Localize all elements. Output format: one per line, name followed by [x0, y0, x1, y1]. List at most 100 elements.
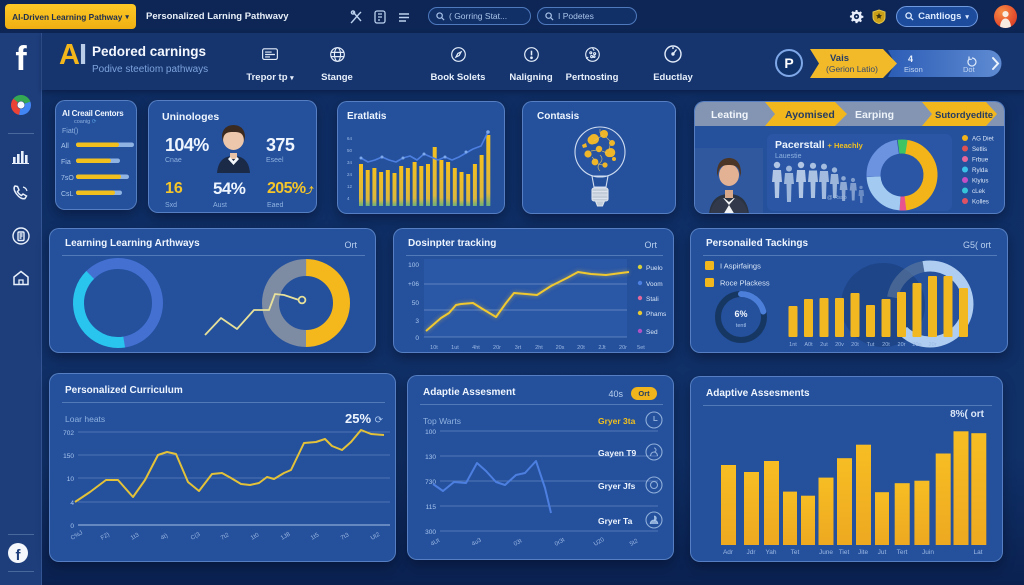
- svg-text:CsL: CsL: [61, 191, 74, 198]
- svg-text:3rt: 3rt: [515, 345, 522, 351]
- svg-text:@ Rssb: @ Rssb: [827, 195, 847, 201]
- svg-text:1J8: 1J8: [280, 531, 292, 541]
- svg-text:702: 702: [63, 430, 74, 437]
- svg-text:20t: 20t: [577, 345, 585, 351]
- svg-text:64: 64: [347, 136, 353, 141]
- svg-text:Frbue: Frbue: [972, 157, 989, 164]
- svg-text:Adr: Adr: [723, 549, 734, 556]
- svg-text:10t: 10t: [430, 345, 438, 351]
- svg-text:20r: 20r: [929, 342, 937, 348]
- svg-text:150: 150: [63, 453, 74, 460]
- svg-text:3: 3: [415, 318, 419, 325]
- svg-text:100: 100: [425, 429, 436, 436]
- svg-text:5et: 5et: [637, 345, 645, 351]
- svg-text:Sed: Sed: [646, 329, 658, 336]
- svg-text:0: 0: [70, 523, 74, 530]
- svg-text:Lat: Lat: [973, 549, 982, 556]
- svg-text:C(3: C(3: [190, 531, 202, 541]
- svg-text:03t: 03t: [513, 538, 524, 548]
- svg-text:Tiet: Tiet: [839, 549, 850, 556]
- svg-text:50: 50: [412, 300, 420, 307]
- svg-text:4t): 4t): [160, 533, 169, 542]
- svg-text:6%: 6%: [734, 309, 747, 319]
- svg-text:Tet: Tet: [791, 549, 800, 556]
- svg-text:Voom: Voom: [646, 281, 663, 288]
- svg-text:Stali: Stali: [646, 296, 659, 303]
- svg-text:Yah: Yah: [765, 549, 776, 556]
- svg-text:7t3: 7t3: [340, 532, 351, 542]
- svg-text:1t5: 1t5: [310, 532, 321, 542]
- svg-text:cLek: cLek: [972, 188, 986, 195]
- svg-text:Dot: Dot: [963, 65, 976, 74]
- svg-text:1t3: 1t3: [130, 532, 141, 542]
- svg-text:Earping: Earping: [855, 109, 894, 121]
- svg-text:Gryer Ta: Gryer Ta: [598, 516, 633, 526]
- svg-text:Jut: Jut: [878, 549, 887, 556]
- svg-text:2ht: 2ht: [535, 345, 543, 351]
- svg-text:1ut: 1ut: [451, 345, 459, 351]
- svg-text:Puelo: Puelo: [646, 265, 663, 272]
- svg-text:130: 130: [425, 454, 436, 461]
- svg-text:F2): F2): [100, 532, 111, 542]
- svg-text:4u3: 4u3: [471, 537, 483, 548]
- svg-text:Phams: Phams: [646, 311, 667, 318]
- svg-text:Setlis: Setlis: [972, 146, 987, 153]
- svg-text:20v: 20v: [835, 342, 844, 348]
- svg-text:0: 0: [415, 335, 419, 342]
- svg-text:Ut2: Ut2: [370, 532, 382, 542]
- svg-text:I Aspirfaings: I Aspirfaings: [720, 262, 761, 271]
- svg-text:tentl: tentl: [736, 323, 746, 329]
- svg-text:Tert: Tert: [897, 549, 908, 556]
- svg-text:Fia: Fia: [61, 159, 71, 166]
- svg-text:+06: +06: [408, 281, 419, 288]
- svg-text:Kolles: Kolles: [972, 199, 989, 206]
- svg-text:Sutordyedite: Sutordyedite: [935, 110, 993, 121]
- svg-text:7sO: 7sO: [61, 175, 74, 182]
- svg-text:June: June: [819, 549, 833, 556]
- svg-text:All: All: [61, 143, 69, 150]
- svg-text:Jdr: Jdr: [746, 549, 756, 556]
- svg-text:34: 34: [347, 160, 353, 165]
- svg-text:24: 24: [347, 172, 353, 177]
- svg-text:4: 4: [70, 500, 74, 507]
- svg-text:Eison: Eison: [904, 65, 923, 74]
- svg-text:7t2: 7t2: [220, 532, 231, 542]
- svg-text:U20: U20: [593, 537, 606, 548]
- svg-text:Ayomised: Ayomised: [785, 109, 835, 121]
- svg-text:Tut: Tut: [867, 342, 875, 348]
- svg-text:300: 300: [425, 529, 436, 536]
- svg-text:2ut: 2ut: [820, 342, 828, 348]
- svg-text:730: 730: [425, 479, 436, 486]
- svg-text:A0t: A0t: [804, 342, 813, 348]
- svg-text:12: 12: [347, 184, 353, 189]
- svg-text:20r: 20r: [619, 345, 627, 351]
- svg-text:Gryer Jfs: Gryer Jfs: [598, 481, 636, 491]
- svg-text:20r: 20r: [898, 342, 906, 348]
- svg-text:1nt: 1nt: [789, 342, 797, 348]
- svg-text:1t0: 1t0: [250, 532, 261, 542]
- svg-text:20t: 20t: [851, 342, 859, 348]
- svg-text:AG Diet: AG Diet: [972, 136, 994, 143]
- svg-text:2Jt: 2Jt: [598, 345, 606, 351]
- svg-text:Gryer 3ta: Gryer 3ta: [598, 416, 636, 426]
- svg-text:Vais: Vais: [830, 53, 849, 64]
- svg-text:(Gerion Latio): (Gerion Latio): [826, 64, 878, 74]
- svg-text:20t: 20t: [882, 342, 890, 348]
- svg-text:100: 100: [408, 262, 419, 269]
- svg-text:Juin: Juin: [922, 549, 934, 556]
- svg-text:4: 4: [908, 54, 913, 64]
- svg-text:20r: 20r: [493, 345, 501, 351]
- svg-text:Roce Plackess: Roce Plackess: [720, 279, 770, 288]
- svg-text:Gayen T9: Gayen T9: [598, 448, 637, 458]
- svg-text:20o: 20o: [912, 342, 921, 348]
- svg-text:50: 50: [347, 148, 353, 153]
- svg-text:Jite: Jite: [858, 549, 869, 556]
- svg-text:Klyius: Klyius: [972, 178, 989, 185]
- svg-text:Leating: Leating: [711, 109, 748, 121]
- svg-text:5t2: 5t2: [629, 538, 640, 548]
- svg-text:4: 4: [347, 196, 350, 201]
- svg-text:Rylda: Rylda: [972, 167, 988, 174]
- svg-text:C%J: C%J: [70, 530, 84, 542]
- svg-text:10: 10: [67, 476, 75, 483]
- svg-text:20s: 20s: [556, 345, 565, 351]
